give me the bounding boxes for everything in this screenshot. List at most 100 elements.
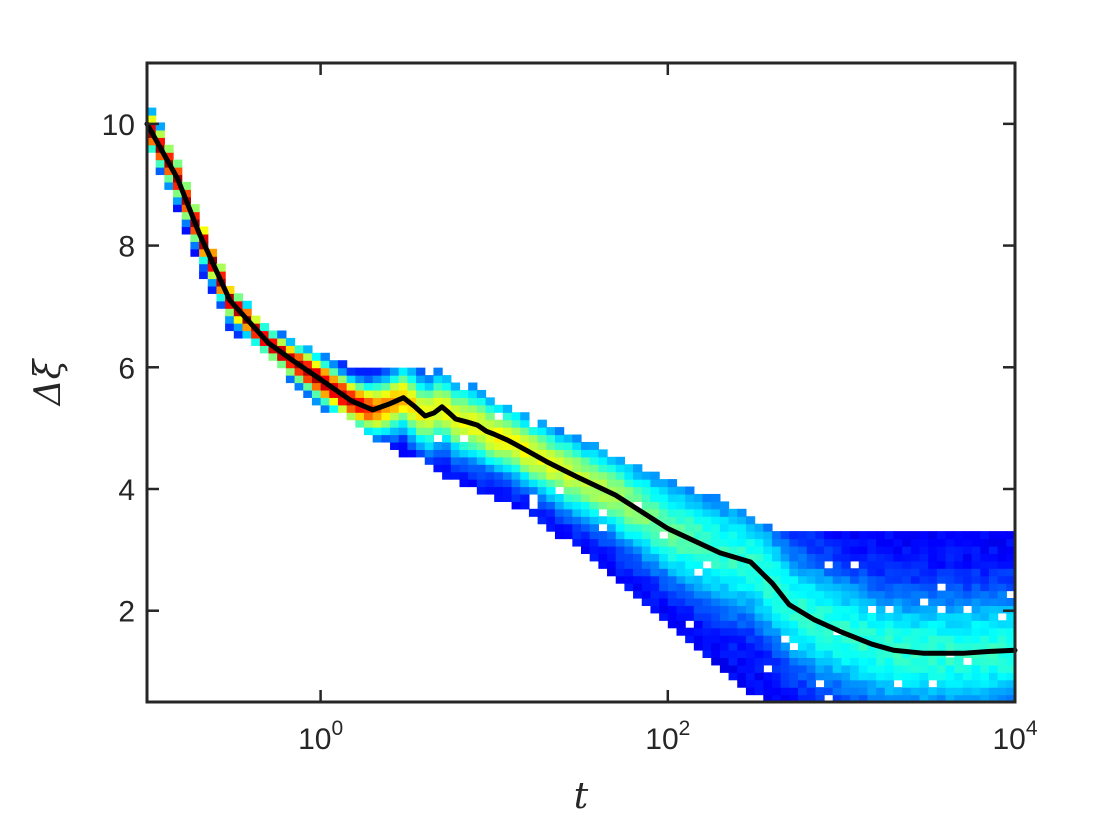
heatmap-cell	[633, 560, 643, 569]
heatmap-cell	[884, 627, 895, 636]
heatmap-cell	[1006, 612, 1016, 621]
heatmap-cell	[1006, 687, 1016, 696]
heatmap-cell	[659, 493, 669, 502]
heatmap-cell	[910, 635, 921, 644]
heatmap-cell	[928, 590, 938, 599]
heatmap-cell	[390, 382, 400, 391]
heatmap-cell	[173, 189, 183, 198]
heatmap-cell	[737, 508, 747, 517]
heatmap-cell	[693, 493, 704, 502]
heatmap-cell	[589, 501, 599, 510]
heatmap-cell	[641, 590, 652, 599]
heatmap-cell	[850, 687, 860, 696]
heatmap-cell	[459, 456, 469, 465]
heatmap-cell	[459, 412, 469, 421]
heatmap-cell	[598, 516, 608, 525]
heatmap-cell	[997, 560, 1007, 569]
heatmap-cell	[815, 649, 825, 659]
heatmap-cell	[442, 412, 452, 421]
heatmap-cell	[841, 649, 851, 659]
heatmap-cell	[207, 248, 218, 257]
heatmap-cell	[928, 545, 938, 554]
heatmap-cell	[962, 687, 973, 696]
heatmap-cell	[754, 553, 764, 562]
heatmap-cell	[424, 389, 435, 398]
heatmap-cell	[554, 516, 565, 525]
heatmap-cell	[468, 389, 478, 398]
heatmap-cell	[841, 553, 851, 562]
heatmap-cell	[624, 583, 634, 592]
heatmap-cell	[745, 672, 756, 681]
heatmap-cell	[745, 642, 756, 651]
heatmap-cell	[945, 642, 955, 651]
heatmap-cell	[719, 664, 730, 673]
heatmap-cell	[424, 456, 435, 465]
heatmap-cell	[641, 479, 652, 488]
heatmap-cell	[589, 449, 599, 458]
heatmap-cell	[728, 664, 738, 673]
heatmap-cell	[728, 649, 738, 659]
heatmap-cell	[659, 538, 669, 547]
heatmap-cell	[485, 404, 495, 413]
heatmap-cell	[416, 419, 426, 428]
heatmap-cell	[633, 471, 643, 480]
heatmap-cell	[225, 300, 235, 309]
heatmap-cell	[745, 612, 756, 621]
heatmap-cell	[780, 575, 790, 584]
heatmap-cell	[468, 441, 478, 450]
heatmap-cell	[902, 672, 912, 681]
heatmap-cell	[676, 612, 686, 621]
heatmap-cell	[624, 479, 634, 488]
heatmap-cell	[815, 635, 825, 644]
heatmap-cell	[919, 531, 929, 540]
heatmap-cell	[893, 649, 903, 659]
heatmap-cell	[277, 352, 287, 361]
heatmap-cell	[780, 664, 790, 673]
heatmap-cell	[754, 627, 764, 636]
heatmap-cell	[641, 575, 652, 584]
heatmap-cell	[945, 679, 955, 688]
heatmap-cell	[850, 620, 860, 629]
heatmap-cell	[798, 649, 808, 659]
heatmap-cell	[798, 679, 808, 688]
heatmap-cell	[702, 508, 712, 517]
heatmap-cell	[598, 479, 608, 488]
heatmap-cell	[754, 575, 764, 584]
heatmap-cell	[659, 553, 669, 562]
heatmap-cell	[824, 605, 834, 614]
heatmap-cell	[667, 575, 678, 584]
heatmap-cell	[893, 672, 903, 681]
heatmap-cell	[329, 397, 339, 406]
heatmap-cell	[572, 449, 582, 458]
heatmap-cell	[667, 486, 678, 495]
heatmap-cell	[711, 560, 721, 569]
heatmap-cell	[858, 657, 869, 666]
heatmap-cell	[954, 553, 964, 562]
heatmap-cell	[711, 642, 721, 651]
heatmap-cell	[988, 694, 999, 703]
heatmap-cell	[711, 635, 721, 644]
heatmap-cell	[841, 657, 851, 666]
heatmap-cell	[902, 538, 912, 547]
heatmap-cell	[763, 694, 773, 703]
heatmap-cell	[398, 375, 408, 384]
heatmap-cell	[876, 575, 886, 584]
heatmap-cell	[893, 664, 903, 673]
heatmap-cell	[485, 449, 495, 458]
heatmap-cell	[364, 382, 374, 391]
heatmap-cell	[685, 531, 695, 540]
heatmap-cell	[988, 545, 999, 554]
heatmap-cell	[624, 523, 634, 532]
heatmap-cell	[902, 627, 912, 636]
heatmap-cell	[659, 583, 669, 592]
heatmap-cell	[824, 531, 834, 540]
heatmap-cell	[659, 516, 669, 525]
heatmap-cell	[719, 657, 730, 666]
heatmap-cell	[780, 657, 790, 666]
heatmap-cell	[841, 538, 851, 547]
heatmap-cell	[910, 694, 921, 703]
heatmap-cell	[346, 375, 356, 384]
heatmap-cell	[945, 687, 955, 696]
heatmap-cell	[876, 679, 886, 688]
heatmap-cell	[259, 330, 270, 339]
